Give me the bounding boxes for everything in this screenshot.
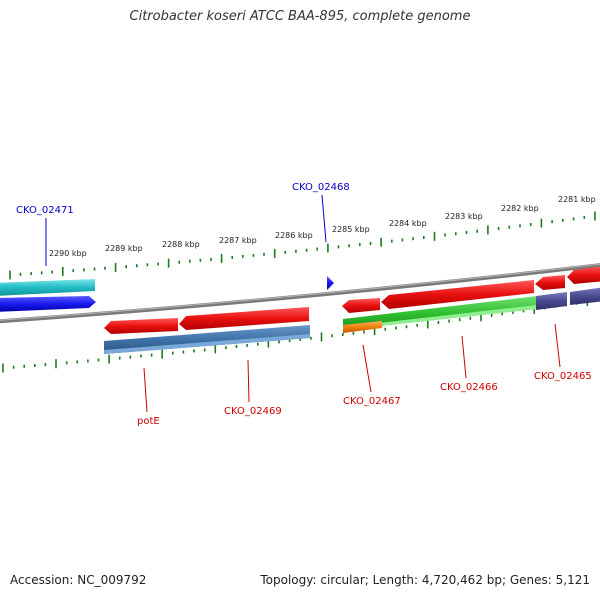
genome-backbone	[0, 263, 600, 324]
leader-cko-02465	[554, 323, 561, 368]
gene-label-pote[interactable]: potE	[137, 416, 160, 427]
map-title: Citrobacter koseri ATCC BAA-895, complet…	[129, 9, 471, 24]
scale-label: 2282 kbp	[501, 204, 539, 213]
outer-tick-track	[9, 211, 596, 280]
scale-label: 2286 kbp	[275, 231, 313, 240]
forward-strand-genes	[0, 266, 600, 312]
gene-blue-forward[interactable]	[0, 296, 96, 312]
gene-label-cko-02468[interactable]: CKO_02468	[292, 182, 350, 193]
gene-cko-02469-light	[104, 334, 310, 354]
leader-cko-02468	[321, 194, 327, 243]
gene-red-small[interactable]	[535, 275, 565, 290]
gene-label-cko-02471[interactable]: CKO_02471	[16, 205, 74, 216]
gene-green-light	[343, 305, 537, 330]
gene-label-cko-02466[interactable]: CKO_02466	[440, 382, 498, 393]
leader-cko-02467	[362, 344, 372, 393]
scale-label: 2288 kbp	[162, 240, 200, 249]
gene-label-cko-02467[interactable]: CKO_02467	[343, 396, 401, 407]
reverse-strand-genes	[104, 275, 600, 354]
leader-cko-02469	[247, 359, 250, 403]
gene-orange[interactable]	[343, 321, 382, 333]
gene-cko-02468[interactable]	[327, 276, 334, 290]
gene-cko-02467[interactable]	[342, 298, 380, 313]
leader-pote	[143, 367, 148, 413]
gene-labels: CKO_02471 CKO_02468 potE CKO_02469 CKO_0…	[16, 182, 592, 427]
gene-cko-02471[interactable]	[0, 279, 95, 296]
scale-label: 2281 kbp	[558, 195, 596, 204]
gene-cko-02466[interactable]	[381, 280, 534, 309]
scale-labels: 2290 kbp 2289 kbp 2288 kbp 2287 kbp 2286…	[49, 195, 596, 258]
gene-red-reverse[interactable]	[567, 266, 600, 284]
gene-purple-2[interactable]	[570, 287, 600, 305]
accession-text: Accession: NC_009792	[10, 573, 147, 587]
scale-label: 2290 kbp	[49, 249, 87, 258]
gene-red-reverse-2[interactable]	[179, 307, 309, 330]
scale-label: 2284 kbp	[389, 219, 427, 228]
scale-label: 2289 kbp	[105, 244, 143, 253]
genome-backbone-highlight	[0, 263, 600, 321]
leader-cko-02466	[461, 335, 467, 379]
scale-label: 2283 kbp	[445, 212, 483, 221]
gene-label-cko-02469[interactable]: CKO_02469	[224, 406, 282, 417]
gene-pote[interactable]	[104, 318, 178, 334]
scale-label: 2285 kbp	[332, 225, 370, 234]
gene-label-cko-02465[interactable]: CKO_02465	[534, 371, 592, 382]
gene-cko-02465[interactable]	[536, 292, 567, 310]
scale-label: 2287 kbp	[219, 236, 257, 245]
topology-text: Topology: circular; Length: 4,720,462 bp…	[260, 573, 590, 587]
label-leaders	[45, 194, 561, 413]
